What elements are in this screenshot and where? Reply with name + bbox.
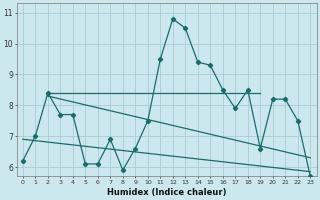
X-axis label: Humidex (Indice chaleur): Humidex (Indice chaleur) bbox=[107, 188, 226, 197]
